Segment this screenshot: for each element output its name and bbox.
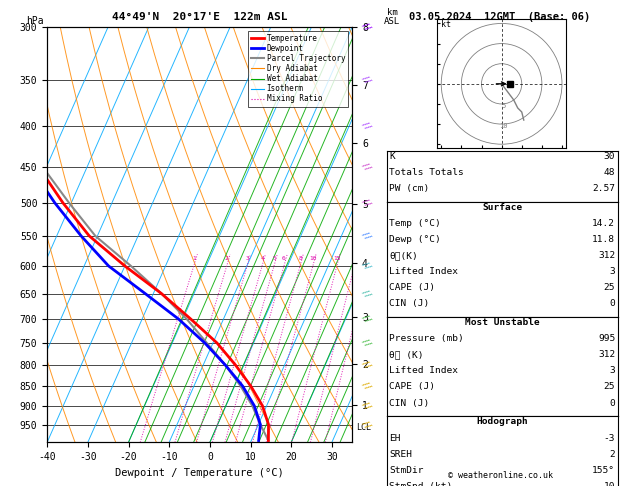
Text: 25: 25: [604, 283, 615, 293]
Text: 0: 0: [610, 299, 615, 309]
Text: //: //: [359, 73, 373, 87]
Text: km
ASL: km ASL: [384, 8, 400, 26]
Text: Temp (°C): Temp (°C): [389, 219, 441, 228]
Text: 995: 995: [598, 334, 615, 344]
Text: 03.05.2024  12GMT  (Base: 06): 03.05.2024 12GMT (Base: 06): [409, 12, 591, 22]
Text: //: //: [359, 359, 373, 372]
Text: Pressure (mb): Pressure (mb): [389, 334, 464, 344]
Text: CAPE (J): CAPE (J): [389, 283, 435, 293]
Text: Lifted Index: Lifted Index: [389, 366, 459, 376]
Text: Dewp (°C): Dewp (°C): [389, 235, 441, 244]
Text: 8: 8: [298, 256, 302, 261]
Text: 10: 10: [309, 256, 316, 261]
Text: //: //: [359, 336, 373, 350]
Text: kt: kt: [442, 20, 451, 30]
X-axis label: Dewpoint / Temperature (°C): Dewpoint / Temperature (°C): [115, 468, 284, 478]
Text: 155°: 155°: [592, 466, 615, 475]
Text: 0: 0: [610, 399, 615, 408]
Text: 48: 48: [604, 168, 615, 177]
Text: -3: -3: [604, 434, 615, 443]
Text: CAPE (J): CAPE (J): [389, 382, 435, 392]
Text: //: //: [359, 119, 373, 133]
Text: 15: 15: [333, 256, 340, 261]
Text: 14.2: 14.2: [592, 219, 615, 228]
Text: 5: 5: [501, 103, 506, 109]
Text: Surface: Surface: [482, 203, 522, 212]
Text: 25: 25: [604, 382, 615, 392]
Text: 312: 312: [598, 350, 615, 360]
Text: StmDir: StmDir: [389, 466, 424, 475]
Text: Totals Totals: Totals Totals: [389, 168, 464, 177]
Text: //: //: [359, 259, 373, 273]
Text: //: //: [359, 196, 373, 210]
Text: 2: 2: [225, 256, 228, 261]
Text: 1: 1: [192, 256, 196, 261]
Text: 11.8: 11.8: [592, 235, 615, 244]
Text: 312: 312: [598, 251, 615, 260]
Text: CIN (J): CIN (J): [389, 299, 430, 309]
Text: EH: EH: [389, 434, 401, 443]
Text: Lifted Index: Lifted Index: [389, 267, 459, 277]
Title: 44°49'N  20°17'E  122m ASL: 44°49'N 20°17'E 122m ASL: [112, 12, 287, 22]
Text: //: //: [359, 287, 373, 300]
Text: 3: 3: [245, 256, 249, 261]
Text: //: //: [359, 312, 373, 326]
Text: LCL: LCL: [356, 423, 371, 432]
Text: CIN (J): CIN (J): [389, 399, 430, 408]
Text: 5: 5: [272, 256, 276, 261]
Text: θᴇ(K): θᴇ(K): [389, 251, 418, 260]
Text: 3: 3: [610, 267, 615, 277]
Text: hPa: hPa: [26, 16, 43, 26]
Text: PW (cm): PW (cm): [389, 184, 430, 193]
Text: //: //: [359, 418, 373, 431]
Text: 4: 4: [260, 256, 264, 261]
Legend: Temperature, Dewpoint, Parcel Trajectory, Dry Adiabat, Wet Adiabat, Isotherm, Mi: Temperature, Dewpoint, Parcel Trajectory…: [248, 31, 348, 106]
Text: 2: 2: [610, 450, 615, 459]
Text: StmSpd (kt): StmSpd (kt): [389, 482, 453, 486]
Text: 30: 30: [604, 152, 615, 161]
Text: 2.57: 2.57: [592, 184, 615, 193]
Text: //: //: [359, 20, 373, 34]
Text: 10: 10: [604, 482, 615, 486]
Text: 3: 3: [610, 366, 615, 376]
Text: Hodograph: Hodograph: [476, 417, 528, 427]
Text: 10: 10: [499, 123, 508, 129]
Text: Most Unstable: Most Unstable: [465, 318, 540, 328]
Text: K: K: [389, 152, 395, 161]
Text: //: //: [359, 380, 373, 393]
Text: //: //: [359, 160, 373, 174]
Text: //: //: [359, 229, 373, 243]
Text: 6: 6: [282, 256, 286, 261]
Text: //: //: [359, 399, 373, 413]
Text: SREH: SREH: [389, 450, 413, 459]
Text: © weatheronline.co.uk: © weatheronline.co.uk: [448, 471, 552, 480]
Text: θᴇ (K): θᴇ (K): [389, 350, 424, 360]
